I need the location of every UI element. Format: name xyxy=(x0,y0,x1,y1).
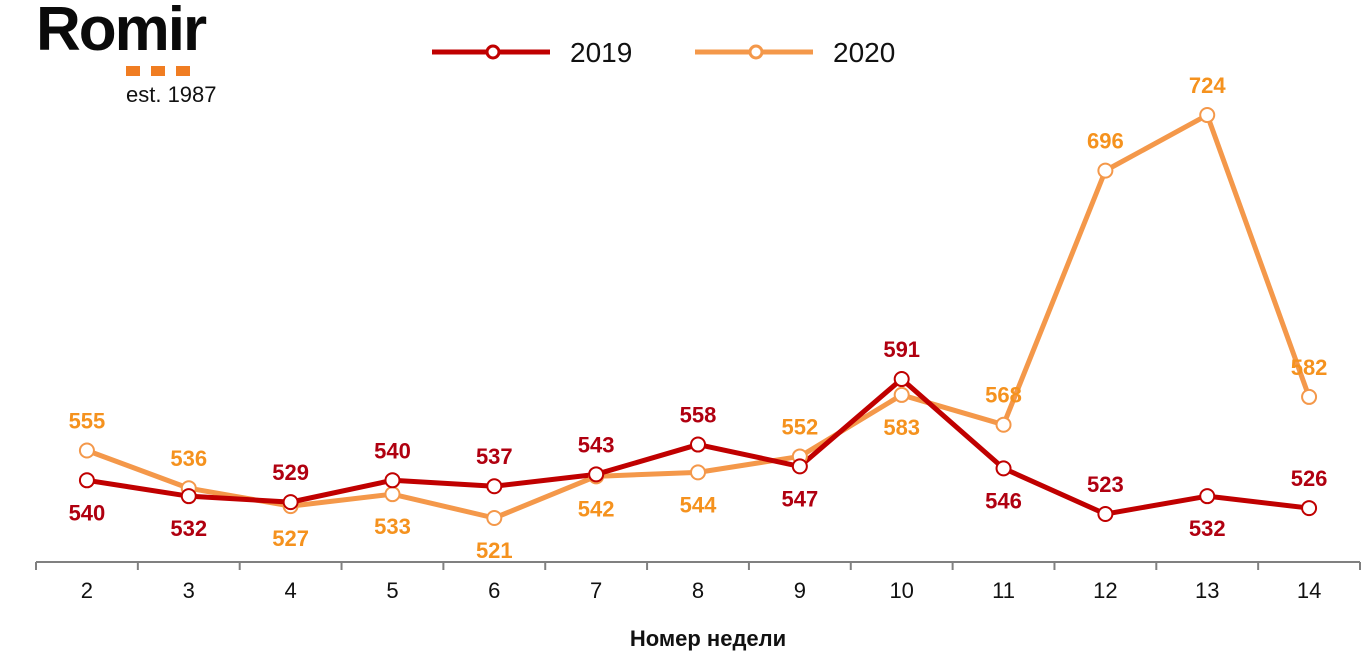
x-tick-label: 13 xyxy=(1195,578,1219,603)
data-label-2019: 540 xyxy=(69,500,106,525)
data-point-2019 xyxy=(588,466,605,483)
data-point-2020 xyxy=(384,486,401,503)
data-point-2019 xyxy=(78,472,95,489)
logo-wordmark: Romir xyxy=(36,0,207,64)
x-tick-label: 12 xyxy=(1093,578,1117,603)
data-point-2019 xyxy=(282,494,299,511)
data-label-2020: 544 xyxy=(680,492,717,517)
data-point-2020 xyxy=(995,416,1012,433)
romir-logo: Romir est. 1987 xyxy=(36,0,246,110)
data-label-2019: 546 xyxy=(985,488,1022,513)
data-label-2019: 547 xyxy=(781,486,818,511)
x-tick-label: 11 xyxy=(992,578,1015,603)
data-point-2020 xyxy=(1199,107,1216,124)
data-point-2020 xyxy=(78,442,95,459)
x-tick-label: 3 xyxy=(183,578,195,603)
data-label-2020: 552 xyxy=(781,414,818,439)
x-tick-label: 2 xyxy=(81,578,93,603)
data-label-2019: 526 xyxy=(1291,466,1328,491)
data-label-2020: 555 xyxy=(69,409,106,434)
data-label-2019: 523 xyxy=(1087,472,1124,497)
x-tick-label: 8 xyxy=(692,578,704,603)
data-label-2019: 540 xyxy=(374,438,411,463)
data-label-2019: 558 xyxy=(680,403,717,428)
data-point-2019 xyxy=(893,371,910,388)
data-label-2020: 582 xyxy=(1291,355,1328,380)
data-point-2019 xyxy=(384,472,401,489)
data-label-2019: 532 xyxy=(1189,516,1226,541)
data-label-2019: 537 xyxy=(476,444,513,469)
logo-dots-icon xyxy=(126,66,190,76)
x-tick-label: 5 xyxy=(386,578,398,603)
x-tick-label: 6 xyxy=(488,578,500,603)
data-point-2019 xyxy=(486,478,503,495)
x-tick-label: 10 xyxy=(889,578,913,603)
legend-marker-icon xyxy=(748,44,764,60)
x-tick-label: 14 xyxy=(1297,578,1321,603)
series-line-2020 xyxy=(86,112,1312,521)
legend-label-2020: 2020 xyxy=(833,37,895,68)
legend: 2019 2020 xyxy=(432,37,895,68)
data-point-2019 xyxy=(791,458,808,475)
data-label-2020: 527 xyxy=(272,526,309,551)
data-label-2020: 536 xyxy=(170,446,207,471)
x-axis: 2 3 4 5 6 7 8 9 10 11 12 13 14 xyxy=(35,561,1361,603)
x-tick-label: 9 xyxy=(794,578,806,603)
data-label-2020: 568 xyxy=(985,383,1022,408)
data-point-2020 xyxy=(1301,388,1318,405)
legend-marker-icon xyxy=(485,44,501,60)
data-label-2020: 696 xyxy=(1087,129,1124,154)
data-label-2019: 529 xyxy=(272,460,309,485)
data-point-2019 xyxy=(995,460,1012,477)
data-point-2020 xyxy=(1097,162,1114,179)
legend-label-2019: 2019 xyxy=(570,37,632,68)
data-label-2020: 533 xyxy=(374,514,411,539)
data-label-2020: 583 xyxy=(883,415,920,440)
data-label-2019: 591 xyxy=(883,337,920,362)
x-axis-title: Номер недели xyxy=(630,626,786,651)
data-point-2019 xyxy=(1301,500,1318,517)
x-tick-label: 7 xyxy=(590,578,602,603)
data-label-2020: 521 xyxy=(476,538,513,563)
data-label-2020: 724 xyxy=(1189,73,1226,98)
data-point-2019 xyxy=(1199,488,1216,505)
data-point-2020 xyxy=(486,510,503,526)
data-point-2019 xyxy=(180,488,197,505)
logo-tagline: est. 1987 xyxy=(126,82,217,107)
series-group: 555 536 527 533 521 542 544 552 583 568 696 724 582 5… xyxy=(69,73,1328,563)
data-point-2019 xyxy=(1097,506,1114,523)
x-tick-label: 4 xyxy=(284,578,296,603)
data-label-2019: 543 xyxy=(578,432,615,457)
data-point-2020 xyxy=(893,386,910,403)
data-label-2019: 532 xyxy=(170,516,207,541)
data-label-2020: 542 xyxy=(578,496,615,521)
data-point-2020 xyxy=(690,464,706,481)
data-point-2019 xyxy=(690,436,706,453)
